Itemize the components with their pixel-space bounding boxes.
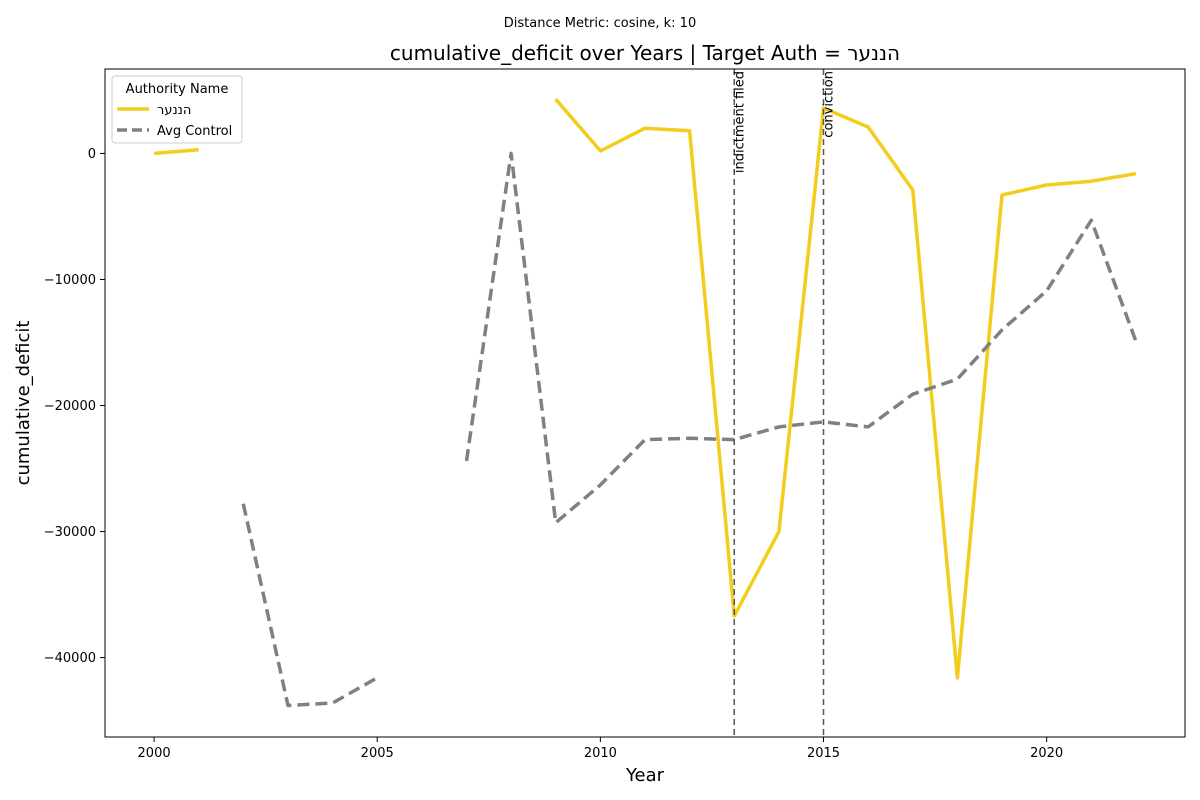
- x-tick-label: 2015: [807, 746, 840, 761]
- legend-box: [111, 75, 243, 144]
- legend: Authority Name הננער Avg Control: [111, 75, 243, 144]
- plot-area: indictment filed conviction: [153, 69, 1138, 737]
- legend-label-control: Avg Control: [157, 124, 232, 139]
- event-label: conviction: [822, 71, 837, 138]
- y-tick-label: −40000: [44, 651, 96, 666]
- series-line-avg-control: [241, 503, 379, 708]
- y-tick-label: −20000: [44, 399, 96, 414]
- y-tick-label: −30000: [44, 525, 96, 540]
- event-label: indictment filed: [732, 71, 747, 173]
- y-tick-label: 0: [88, 147, 96, 162]
- x-tick-label: 2005: [361, 746, 394, 761]
- legend-label-target: הננער: [157, 103, 191, 118]
- x-tick-label: 2010: [584, 746, 617, 761]
- chart-suptitle: Distance Metric: cosine, k: 10: [504, 16, 696, 31]
- plot-frame: [104, 68, 1186, 738]
- series-line-avg-control: [464, 151, 1138, 525]
- x-tick-label: 2000: [138, 746, 171, 761]
- y-axis-title: cumulative_deficit: [13, 321, 34, 486]
- series-line-target: [153, 147, 199, 156]
- chart-title: cumulative_deficit over Years | Target A…: [390, 41, 900, 65]
- legend-title: Authority Name: [126, 82, 229, 97]
- x-axis: 2000 2005 2010 2015 2020: [138, 737, 1063, 761]
- y-axis: 0 −10000 −20000 −30000 −40000: [44, 147, 105, 666]
- y-tick-label: −10000: [44, 273, 96, 288]
- x-tick-label: 2020: [1030, 746, 1063, 761]
- series-line-target: [554, 98, 1137, 680]
- x-axis-title: Year: [625, 765, 665, 786]
